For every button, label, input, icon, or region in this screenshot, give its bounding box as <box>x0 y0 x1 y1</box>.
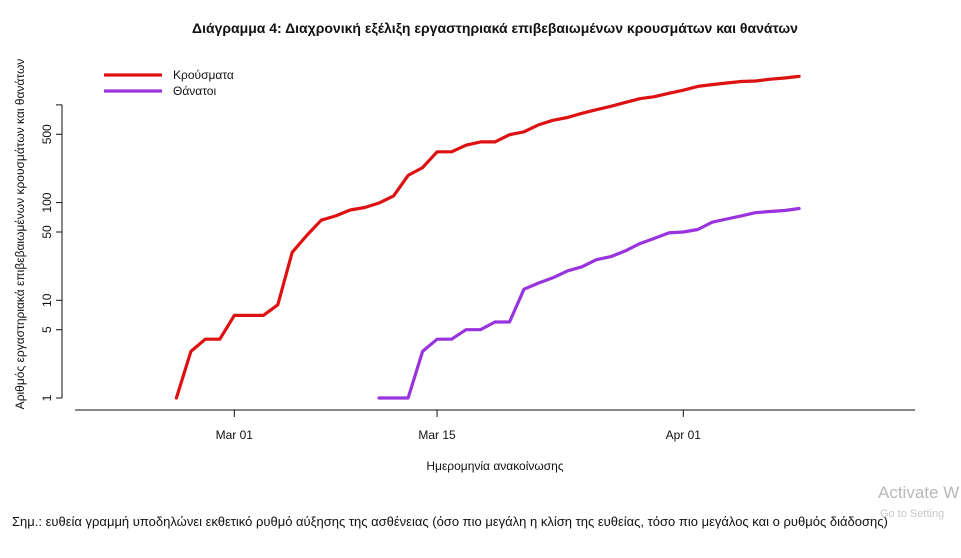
data-point <box>769 210 771 212</box>
y-tick-label: 1 <box>40 394 54 401</box>
y-tick-label: 5 <box>40 326 54 333</box>
data-point <box>726 218 728 220</box>
data-point <box>392 195 394 197</box>
data-point <box>320 219 322 221</box>
data-point <box>653 237 655 239</box>
data-point <box>610 255 612 257</box>
data-point <box>523 131 525 133</box>
data-point <box>711 221 713 223</box>
data-point <box>639 98 641 100</box>
data-point <box>219 338 221 340</box>
x-tick-label: Mar 15 <box>418 428 456 442</box>
x-tick-label: Mar 01 <box>216 428 254 442</box>
data-point <box>248 314 250 316</box>
y-tick-label: 500 <box>40 124 54 144</box>
data-point <box>581 266 583 268</box>
legend-label: Θάνατοι <box>173 84 216 98</box>
data-point <box>450 151 452 153</box>
legend-label: Κρούσματα <box>173 68 234 82</box>
data-point <box>465 144 467 146</box>
data-point <box>190 350 192 352</box>
data-point <box>494 141 496 143</box>
data-point <box>378 202 380 204</box>
data-point <box>711 83 713 85</box>
data-point <box>465 329 467 331</box>
y-axis: 1 5 10 50 100 500 <box>40 104 63 401</box>
data-point <box>436 338 438 340</box>
data-point <box>624 101 626 103</box>
data-point <box>769 78 771 80</box>
data-point <box>508 321 510 323</box>
data-point <box>624 250 626 252</box>
data-point <box>784 209 786 211</box>
data-point <box>291 251 293 253</box>
data-point <box>740 215 742 217</box>
data-point <box>306 234 308 236</box>
data-point <box>450 338 452 340</box>
data-point <box>421 350 423 352</box>
data-point <box>494 321 496 323</box>
x-axis-title: Ημερομηνία ανακοίνωσης <box>426 459 563 473</box>
x-tick-label: Apr 01 <box>666 428 702 442</box>
data-point <box>755 80 757 82</box>
y-axis-title: Αριθμός εργαστηριακά επιβεβαιωμένων κρου… <box>13 59 27 410</box>
data-point <box>552 119 554 121</box>
data-point <box>233 314 235 316</box>
data-point <box>421 166 423 168</box>
chart-figure: Διάγραμμα 4: Διαχρονική εξέλιξη εργαστηρ… <box>13 20 915 473</box>
series-line-deaths <box>377 206 801 400</box>
y-tick-label: 100 <box>40 192 54 212</box>
data-point <box>755 211 757 213</box>
plot-lines <box>174 74 801 400</box>
data-point <box>436 151 438 153</box>
data-point <box>349 209 351 211</box>
y-tick-label: 10 <box>40 293 54 307</box>
chart-title: Διάγραμμα 4: Διαχρονική εξέλιξη εργαστηρ… <box>192 20 798 36</box>
data-point <box>784 77 786 79</box>
legend: Κρούσματα Θάνατοι <box>104 68 234 98</box>
data-point <box>479 141 481 143</box>
data-point <box>682 231 684 233</box>
data-point <box>407 174 409 176</box>
activation-watermark-subtitle: Go to Setting <box>880 508 945 520</box>
data-point <box>277 304 279 306</box>
data-point <box>566 270 568 272</box>
activation-watermark: Activate W <box>878 483 960 502</box>
data-point <box>682 89 684 91</box>
data-point <box>378 397 380 399</box>
data-point <box>335 215 337 217</box>
data-point <box>552 277 554 279</box>
data-point <box>610 105 612 107</box>
data-point <box>364 206 366 208</box>
x-axis: Mar 01 Mar 15 Apr 01 <box>75 409 915 442</box>
data-point <box>740 80 742 82</box>
data-point <box>798 75 800 77</box>
data-point <box>798 207 800 209</box>
series-line-cases <box>174 74 801 400</box>
data-point <box>668 92 670 94</box>
data-point <box>508 134 510 136</box>
y-tick-label: 50 <box>40 225 54 239</box>
data-point <box>697 228 699 230</box>
data-point <box>697 85 699 87</box>
data-point <box>639 242 641 244</box>
data-point <box>392 397 394 399</box>
data-point <box>204 338 206 340</box>
data-point <box>175 397 177 399</box>
data-point <box>537 124 539 126</box>
data-point <box>262 314 264 316</box>
data-point <box>595 109 597 111</box>
data-point <box>537 282 539 284</box>
data-point <box>668 232 670 234</box>
data-point <box>407 397 409 399</box>
data-point <box>523 288 525 290</box>
data-point <box>653 96 655 98</box>
data-point <box>479 329 481 331</box>
data-point <box>566 116 568 118</box>
footnote: Σημ.: ευθεία γραμμή υποδηλώνει εκθετικό … <box>12 514 888 529</box>
data-point <box>581 112 583 114</box>
data-point <box>595 259 597 261</box>
data-point <box>726 82 728 84</box>
